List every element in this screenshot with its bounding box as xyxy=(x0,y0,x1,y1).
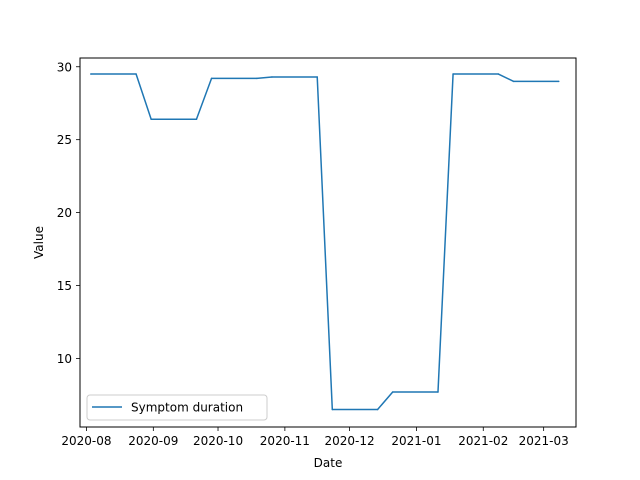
data-point xyxy=(90,73,92,75)
x-axis-ticks: 2020-08 2020-09 2020-10 2020-11 2020-12 2021-… xyxy=(61,427,569,448)
data-point xyxy=(512,80,515,83)
data-point xyxy=(210,77,213,80)
data-point xyxy=(256,77,258,80)
y-tick-label: 10 xyxy=(57,352,72,366)
x-axis-label: Date xyxy=(314,456,343,470)
marks-layer xyxy=(90,73,560,411)
x-tick-label: 2020-10 xyxy=(193,434,243,448)
x-tick-label: 2020-12 xyxy=(324,434,374,448)
data-point xyxy=(558,80,560,83)
x-tick-label: 2020-11 xyxy=(260,434,310,448)
x-tick-label: 2021-01 xyxy=(391,434,441,448)
x-tick-label: 2021-03 xyxy=(519,434,569,448)
data-point xyxy=(391,391,394,393)
y-tick-label: 20 xyxy=(57,206,72,220)
y-axis-label: Value xyxy=(32,226,46,259)
plot-frame xyxy=(79,57,577,428)
data-point xyxy=(150,118,152,121)
data-point xyxy=(135,73,137,75)
x-tick-label: 2021-02 xyxy=(458,434,508,448)
x-tick-label: 2020-09 xyxy=(128,434,178,448)
legend-box xyxy=(86,394,268,421)
data-point xyxy=(437,391,439,393)
series-line-symptom-duration xyxy=(90,73,559,411)
y-axis-ticks: 10 15 20 25 30 xyxy=(57,60,80,366)
data-point xyxy=(331,408,334,411)
data-point xyxy=(195,118,198,121)
y-tick-label: 25 xyxy=(57,133,72,147)
data-point xyxy=(452,73,454,75)
y-tick-label: 15 xyxy=(57,279,72,293)
y-tick-label: 30 xyxy=(57,60,72,74)
data-point xyxy=(376,408,379,411)
data-point xyxy=(497,73,500,75)
x-tick-label: 2020-08 xyxy=(61,434,111,448)
data-point xyxy=(271,76,273,78)
legend-entry-symptom-duration: Symptom duration xyxy=(131,401,243,415)
legend: Symptom duration xyxy=(86,394,268,421)
data-point xyxy=(316,76,318,78)
